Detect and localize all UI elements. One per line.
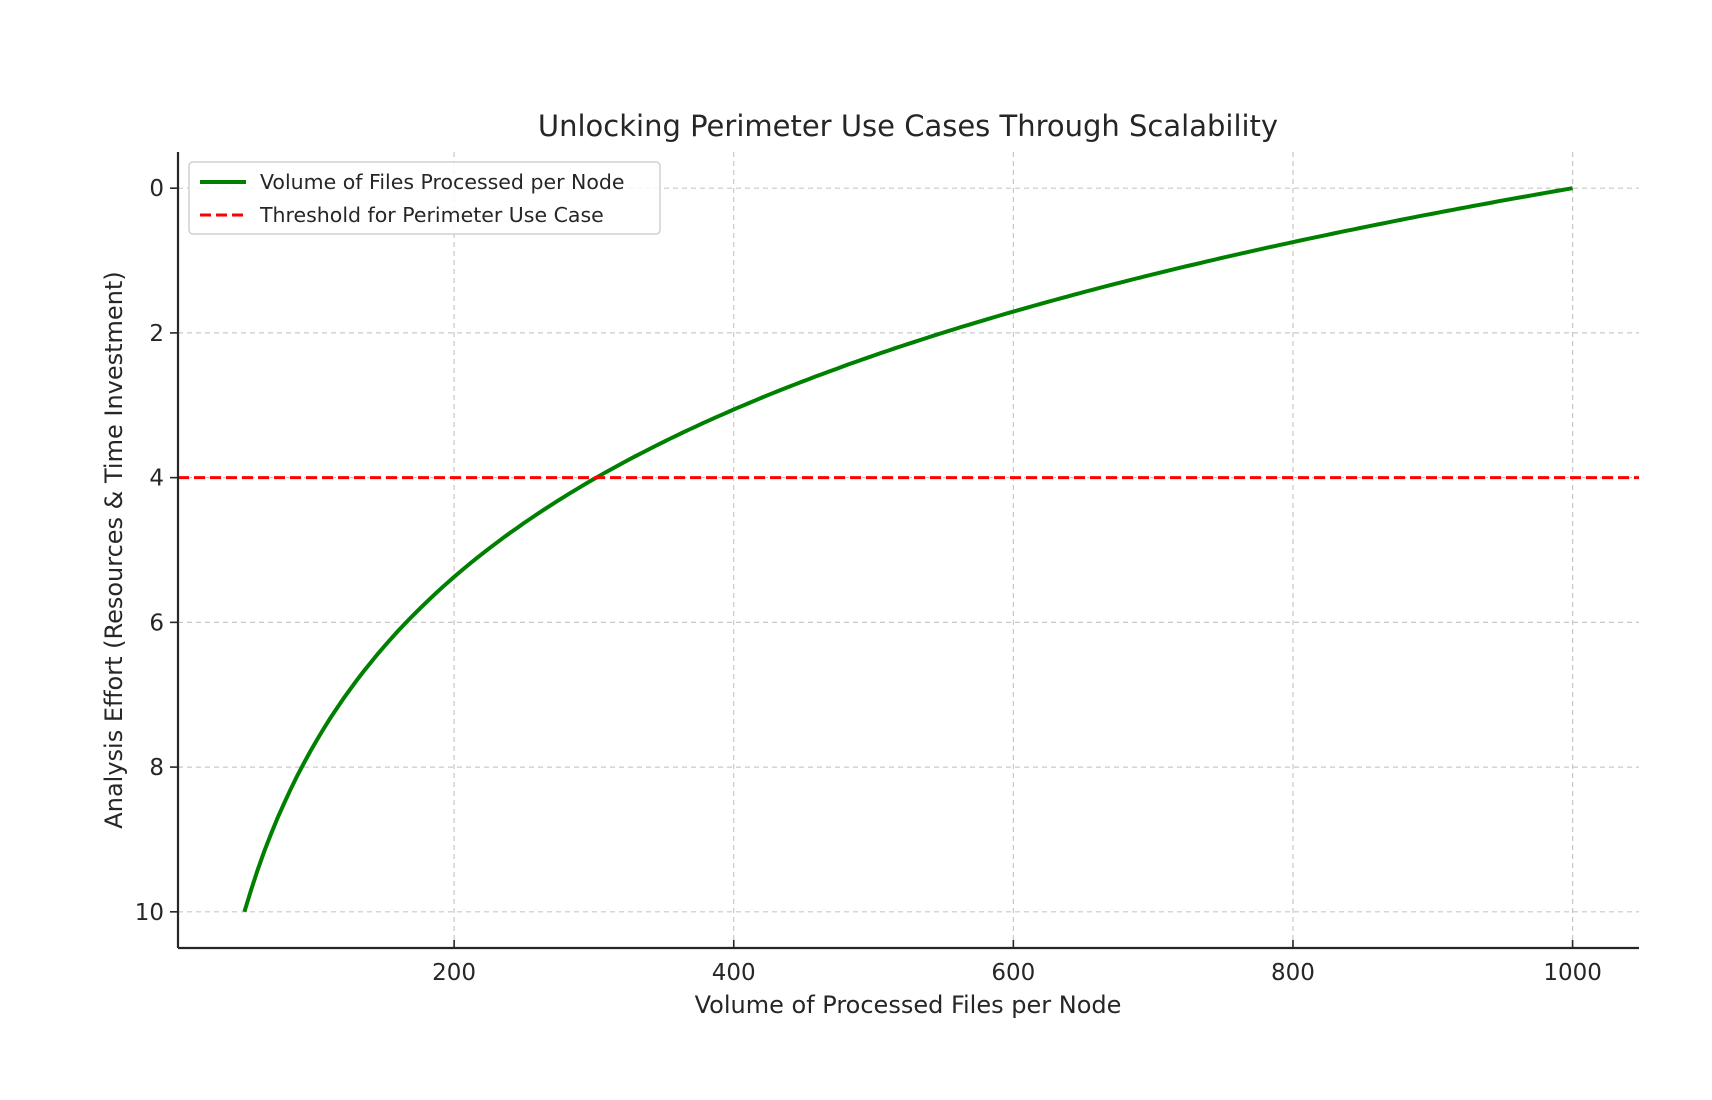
x-tick-label: 1000 — [1543, 960, 1602, 986]
y-axis-label: Analysis Effort (Resources & Time Invest… — [100, 271, 128, 828]
legend-label: Threshold for Perimeter Use Case — [259, 203, 604, 227]
y-tick-label: 2 — [149, 321, 164, 347]
series-line — [242, 186, 1573, 913]
plot-area — [178, 186, 1639, 913]
x-tick-label: 400 — [712, 960, 756, 986]
x-axis-ticks: 200 400 600 800 1000 — [432, 940, 1602, 986]
x-tick-label: 800 — [1271, 960, 1315, 986]
x-axis-label: Volume of Processed Files per Node — [695, 991, 1122, 1019]
legend-label: Volume of Files Processed per Node — [260, 170, 625, 194]
y-tick-label: 0 — [149, 176, 164, 202]
y-tick-label: 10 — [135, 900, 164, 926]
y-tick-label: 6 — [149, 610, 164, 636]
y-tick-label: 4 — [149, 466, 164, 492]
grid-lines — [178, 152, 1639, 948]
y-tick-label: 8 — [149, 755, 164, 781]
axes — [176, 152, 1639, 950]
chart-title: Unlocking Perimeter Use Cases Through Sc… — [538, 109, 1278, 143]
x-tick-label: 600 — [991, 960, 1035, 986]
legend-box — [188, 161, 661, 235]
x-tick-label: 200 — [432, 960, 476, 986]
legend: Volume of Files Processed per Node Thresh… — [188, 161, 661, 235]
y-axis-ticks: 0 2 4 6 8 10 — [135, 176, 178, 926]
